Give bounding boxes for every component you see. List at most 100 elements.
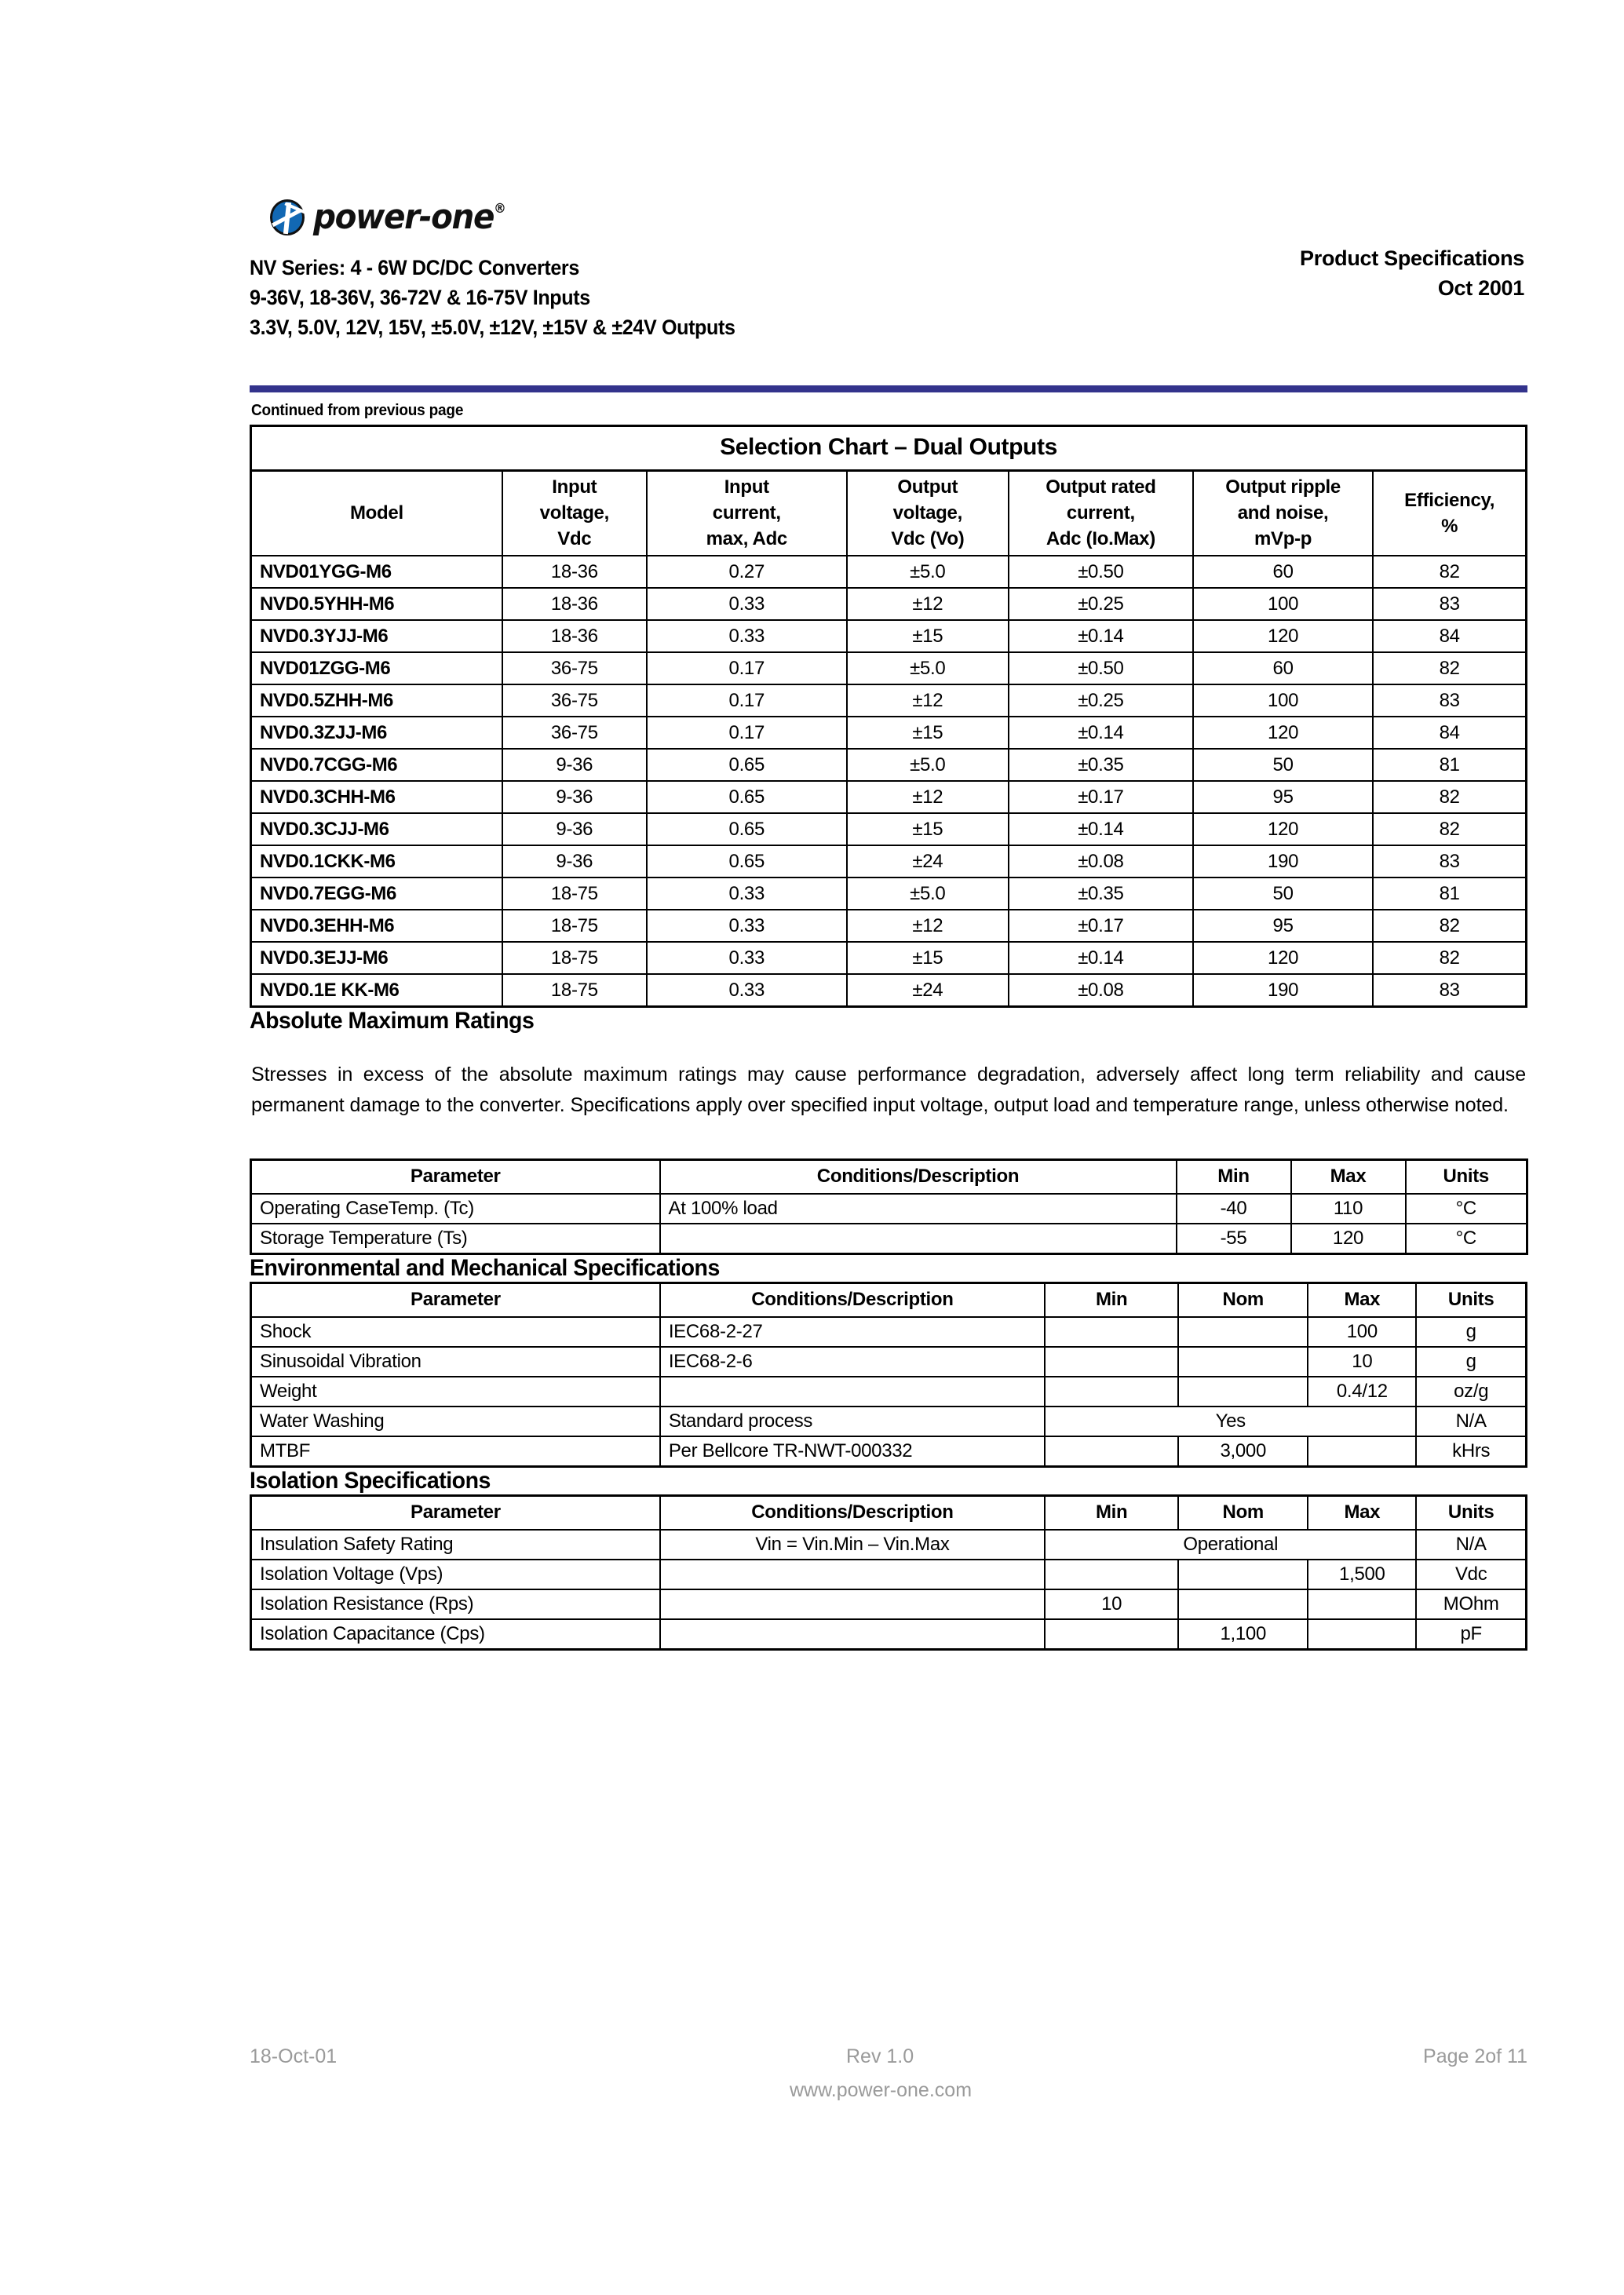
cell-input-voltage: 36-75 [501, 716, 648, 750]
col-header-max: Max [1307, 1282, 1418, 1318]
col-header-nom: Nom [1177, 1282, 1309, 1318]
cell-output-current: ±0.17 [1007, 780, 1194, 814]
cell-efficiency: 82 [1372, 651, 1527, 685]
col-header-units: Units [1415, 1282, 1527, 1318]
cell-ripple: 50 [1192, 748, 1374, 782]
selection-chart-table: Selection Chart – Dual Outputs Model Inp… [250, 425, 1527, 1008]
cell-parameter: Sinusoidal Vibration [250, 1346, 661, 1377]
cell-efficiency: 83 [1372, 587, 1527, 621]
cell-output-voltage: ±5.0 [845, 555, 1009, 589]
power-one-logo: power-one® [267, 190, 523, 245]
cell-ripple: 60 [1192, 651, 1374, 685]
col-header-efficiency-line1: Efficiency, [1404, 489, 1495, 511]
cell-min [1044, 1346, 1180, 1377]
cell-parameter: Operating CaseTemp. (Tc) [250, 1193, 661, 1224]
section-heading-isolation-specifications: Isolation Specifications [250, 1468, 491, 1494]
cell-conditions [659, 1223, 1177, 1255]
cell-parameter: Water Washing [250, 1406, 661, 1437]
cell-input-current: 0.33 [645, 619, 848, 653]
cell-model: NVD0.3EHH-M6 [250, 909, 503, 943]
table-row: Weight 0.4/12 oz/g [250, 1376, 1527, 1407]
cell-input-voltage: 9-36 [501, 812, 648, 846]
cell-input-current: 0.33 [645, 941, 848, 975]
cell-output-current: ±0.35 [1007, 748, 1194, 782]
cell-parameter: Isolation Capacitance (Cps) [250, 1618, 661, 1651]
cell-output-voltage: ±24 [845, 845, 1009, 878]
col-header-input-current-line1: Input [724, 476, 769, 498]
col-header-input-voltage-line2: voltage, [539, 502, 610, 524]
absmax-header-row: Parameter Conditions/Description Min Max… [250, 1158, 1528, 1195]
cell-nom [1177, 1559, 1309, 1590]
cell-input-current: 0.65 [645, 812, 848, 846]
cell-units: MOhm [1415, 1589, 1527, 1620]
cell-model: NVD0.5YHH-M6 [250, 587, 503, 621]
cell-max: 110 [1290, 1193, 1407, 1224]
cell-input-voltage: 18-75 [501, 973, 648, 1008]
table-row: NVD0.7EGG-M6 18-75 0.33 ±5.0 ±0.35 50 81 [250, 877, 1527, 910]
col-header-min: Min [1044, 1494, 1180, 1531]
document-date-label: Oct 2001 [1437, 276, 1524, 300]
cell-conditions [659, 1618, 1046, 1651]
col-header-output-ripple-line1: Output ripple [1225, 476, 1341, 498]
logo-wordmark: power-one® [313, 200, 506, 235]
title-line-1: NV Series: 4 - 6W DC/DC Converters [250, 256, 579, 279]
cell-conditions [659, 1559, 1046, 1590]
table-row: NVD0.1CKK-M6 9-36 0.65 ±24 ±0.08 190 83 [250, 845, 1527, 878]
col-header-conditions: Conditions/Description [659, 1282, 1046, 1318]
cell-input-current: 0.65 [645, 845, 848, 878]
cell-output-voltage: ±15 [845, 812, 1009, 846]
cell-output-current: ±0.50 [1007, 555, 1194, 589]
cell-output-current: ±0.25 [1007, 587, 1194, 621]
cell-min: 10 [1044, 1589, 1180, 1620]
cell-input-current: 0.33 [645, 973, 848, 1008]
col-header-conditions: Conditions/Description [659, 1494, 1046, 1531]
col-header-output-ripple-line3: mVp-p [1254, 528, 1312, 549]
cell-conditions [659, 1376, 1046, 1407]
cell-efficiency: 82 [1372, 555, 1527, 589]
cell-input-current: 0.65 [645, 780, 848, 814]
cell-output-voltage: ±5.0 [845, 748, 1009, 782]
cell-ripple: 120 [1192, 619, 1374, 653]
cell-units: N/A [1415, 1529, 1527, 1560]
title-line-3: 3.3V, 5.0V, 12V, 15V, ±5.0V, ±12V, ±15V … [250, 316, 735, 339]
cell-parameter: Insulation Safety Rating [250, 1529, 661, 1560]
cell-units: °C [1404, 1193, 1528, 1224]
table-row: NVD01YGG-M6 18-36 0.27 ±5.0 ±0.50 60 82 [250, 555, 1527, 589]
cell-input-current: 0.33 [645, 587, 848, 621]
cell-parameter: Shock [250, 1316, 661, 1348]
col-header-model-line1: Model [349, 502, 403, 524]
cell-output-current: ±0.50 [1007, 651, 1194, 685]
col-header-output-ripple: Output ripple and noise, mVp-p [1192, 469, 1374, 556]
cell-output-voltage: ±12 [845, 684, 1009, 717]
cell-input-current: 0.27 [645, 555, 848, 589]
cell-output-current: ±0.08 [1007, 973, 1194, 1008]
col-header-output-rated-current-line3: Adc (Io.Max) [1046, 528, 1155, 549]
cell-model: NVD0.5ZHH-M6 [250, 684, 503, 717]
selection-chart-header-row: Model Input voltage, Vdc Input current, … [250, 469, 1527, 556]
table-row: MTBF Per Bellcore TR-NWT-000332 3,000 kH… [250, 1436, 1527, 1468]
col-header-parameter: Parameter [250, 1494, 661, 1531]
col-header-input-voltage-line3: Vdc [557, 528, 592, 549]
document-type-label: Product Specifications [1300, 246, 1524, 270]
table-row: Isolation Resistance (Rps) 10 MOhm [250, 1589, 1527, 1620]
cell-efficiency: 82 [1372, 909, 1527, 943]
cell-model: NVD0.3EJJ-M6 [250, 941, 503, 975]
cell-output-current: ±0.14 [1007, 812, 1194, 846]
cell-output-current: ±0.14 [1007, 716, 1194, 750]
cell-model: NVD0.3YJJ-M6 [250, 619, 503, 653]
cell-min: -40 [1175, 1193, 1292, 1224]
col-header-input-current-line2: current, [712, 502, 781, 524]
cell-conditions: IEC68-2-6 [659, 1346, 1046, 1377]
cell-conditions: Standard process [659, 1406, 1046, 1437]
col-header-input-voltage: Input voltage, Vdc [501, 469, 648, 556]
table-row: Isolation Capacitance (Cps) 1,100 pF [250, 1618, 1527, 1651]
cell-ripple: 120 [1192, 716, 1374, 750]
col-header-output-voltage-line3: Vdc (Vo) [891, 528, 965, 549]
cell-output-current: ±0.25 [1007, 684, 1194, 717]
title-line-2: 9-36V, 18-36V, 36-72V & 16-75V Inputs [250, 286, 590, 309]
cell-output-voltage: ±24 [845, 973, 1009, 1008]
cell-units: N/A [1415, 1406, 1527, 1437]
col-header-parameter: Parameter [250, 1158, 661, 1195]
cell-ripple: 120 [1192, 812, 1374, 846]
